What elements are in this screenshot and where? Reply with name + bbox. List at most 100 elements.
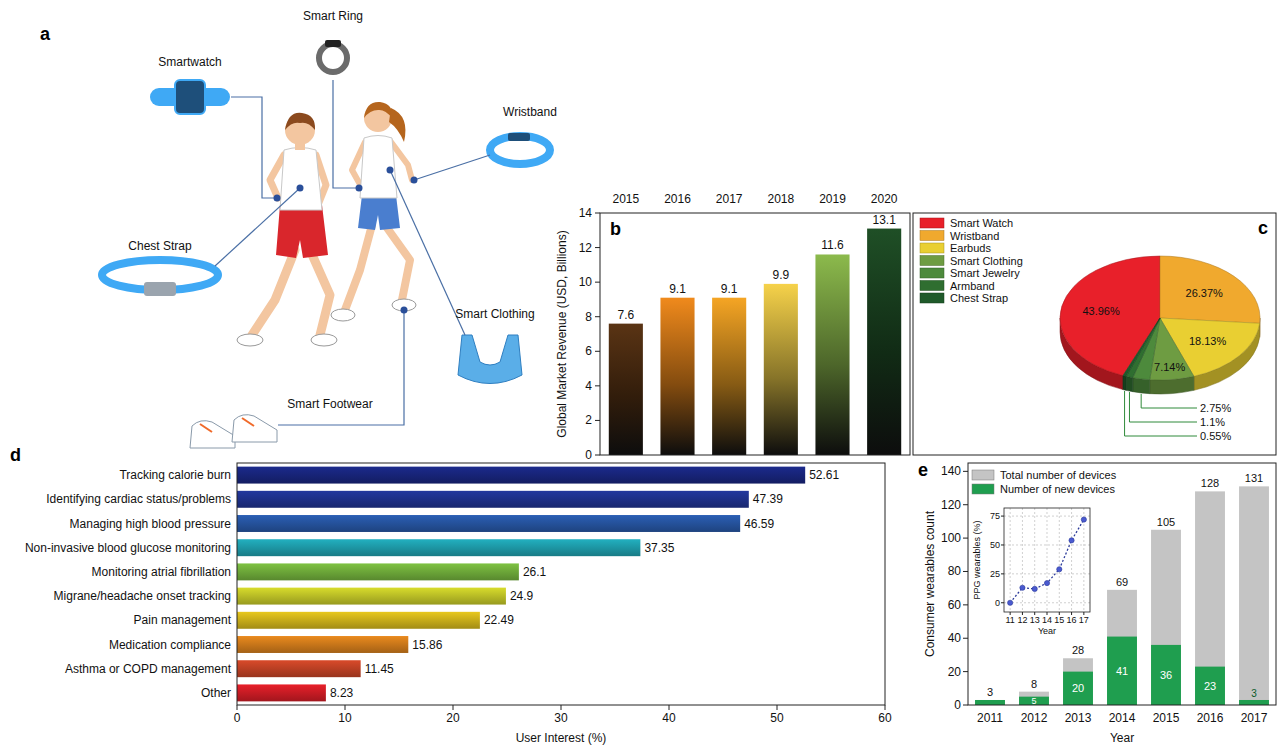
category-label: 2011 (977, 711, 1003, 725)
grid-line (1004, 516, 1090, 517)
legend-swatch (920, 256, 944, 266)
tick (237, 705, 238, 710)
data-label: 52.61 (809, 468, 839, 482)
data-label: 43.96% (1082, 305, 1120, 317)
tick (595, 455, 600, 456)
limb (345, 225, 372, 310)
slice-side (1123, 376, 1126, 391)
legend-label: Smart Watch (950, 217, 1013, 229)
category-label: Identifying cardiac status/problems (46, 492, 231, 506)
bar (237, 660, 361, 677)
legend-label: Armband (950, 280, 995, 292)
frame (913, 213, 1276, 455)
category-label: 2015 (612, 192, 639, 206)
bar (1019, 692, 1049, 705)
connector (333, 80, 359, 188)
grid-line (1059, 508, 1060, 612)
tick-label: 4 (585, 379, 592, 393)
frame (968, 463, 1276, 705)
legend-swatch (920, 243, 944, 253)
tick (963, 604, 968, 605)
tick-label: 60 (948, 598, 962, 612)
bar (815, 254, 849, 455)
tick (453, 705, 454, 710)
slice (1160, 256, 1260, 323)
bar (867, 229, 901, 455)
tick-label: 10 (579, 275, 593, 289)
tick-label: 0 (585, 448, 592, 462)
data-label: 28 (1072, 644, 1084, 656)
axis-title: Global Market Revenue (USD, Billions) (555, 230, 569, 437)
category-label: 2017 (716, 192, 743, 206)
grid-line (1004, 573, 1090, 574)
device-label: Wristband (503, 105, 557, 119)
data-label: 3 (987, 686, 993, 698)
bar (1151, 645, 1181, 705)
category-label: Tracking calorie burn (119, 468, 231, 482)
bar (660, 298, 694, 455)
legend-label: Chest Strap (950, 292, 1008, 304)
grid-line (1034, 508, 1035, 612)
panel-letter: c (1258, 218, 1268, 238)
bar (712, 298, 746, 455)
bar (609, 324, 643, 455)
data-label: 1.1% (1200, 416, 1225, 428)
legend-swatch (920, 293, 944, 303)
panel-letter: d (10, 445, 21, 465)
tick-label: 50 (990, 540, 1000, 550)
sensor-dot (387, 167, 394, 174)
category-label: 2018 (767, 192, 794, 206)
axis-title: User Interest (%) (516, 731, 607, 745)
tick (595, 420, 600, 421)
axis-title: Year (1110, 731, 1134, 745)
tick-label: 75 (990, 511, 1000, 521)
data-label: 24.9 (510, 589, 534, 603)
tick-label: 13 (1030, 615, 1040, 625)
data-label: 7.14% (1154, 361, 1185, 373)
data-label: 18.13% (1189, 335, 1227, 347)
tick-label: 0 (234, 711, 241, 725)
tick-label: 80 (948, 564, 962, 578)
data-label: 8 (1031, 678, 1037, 690)
tick-label: 14 (579, 206, 593, 220)
marker (1020, 585, 1025, 590)
limb (385, 225, 410, 300)
marker (1032, 586, 1037, 591)
tick-label: 8 (585, 310, 592, 324)
tick (963, 471, 968, 472)
data-label: 11.45 (365, 662, 394, 676)
data-label: 13.1 (872, 213, 896, 227)
tick (1001, 516, 1004, 517)
tick-label: 60 (878, 711, 892, 725)
data-label: 0.55% (1200, 430, 1231, 442)
device-label: Smartwatch (158, 55, 221, 69)
shoe-icon (232, 415, 277, 442)
tick (963, 638, 968, 639)
grid-line (1004, 602, 1090, 603)
tick (963, 538, 968, 539)
tick-label: 15 (1054, 615, 1064, 625)
category-label: 2019 (819, 192, 846, 206)
axis-title: Year (1038, 626, 1056, 636)
connector (390, 170, 465, 335)
category-label: Other (201, 686, 231, 700)
tick (1001, 602, 1004, 603)
category-label: Pain management (134, 613, 232, 627)
figure: aSmart RingSmartwatchWristbandChest Stra… (0, 0, 1282, 753)
category-label: Non-invasive blood glucose monitoring (25, 541, 231, 555)
tick (885, 705, 886, 710)
panel-letter: a (40, 24, 51, 44)
device-label: Chest Strap (128, 239, 192, 253)
chest-strap-module (144, 282, 176, 296)
frame (600, 213, 910, 455)
data-label: 15.86 (412, 638, 442, 652)
leader-line (1129, 392, 1197, 422)
tick (963, 705, 968, 706)
tank-top (360, 136, 397, 199)
bar (1063, 658, 1093, 705)
data-label: 128 (1201, 477, 1219, 489)
grid-line (1083, 508, 1084, 612)
legend-label: Total number of devices (1000, 469, 1117, 481)
bar (1195, 491, 1225, 705)
category-label: 2015 (1153, 711, 1180, 725)
